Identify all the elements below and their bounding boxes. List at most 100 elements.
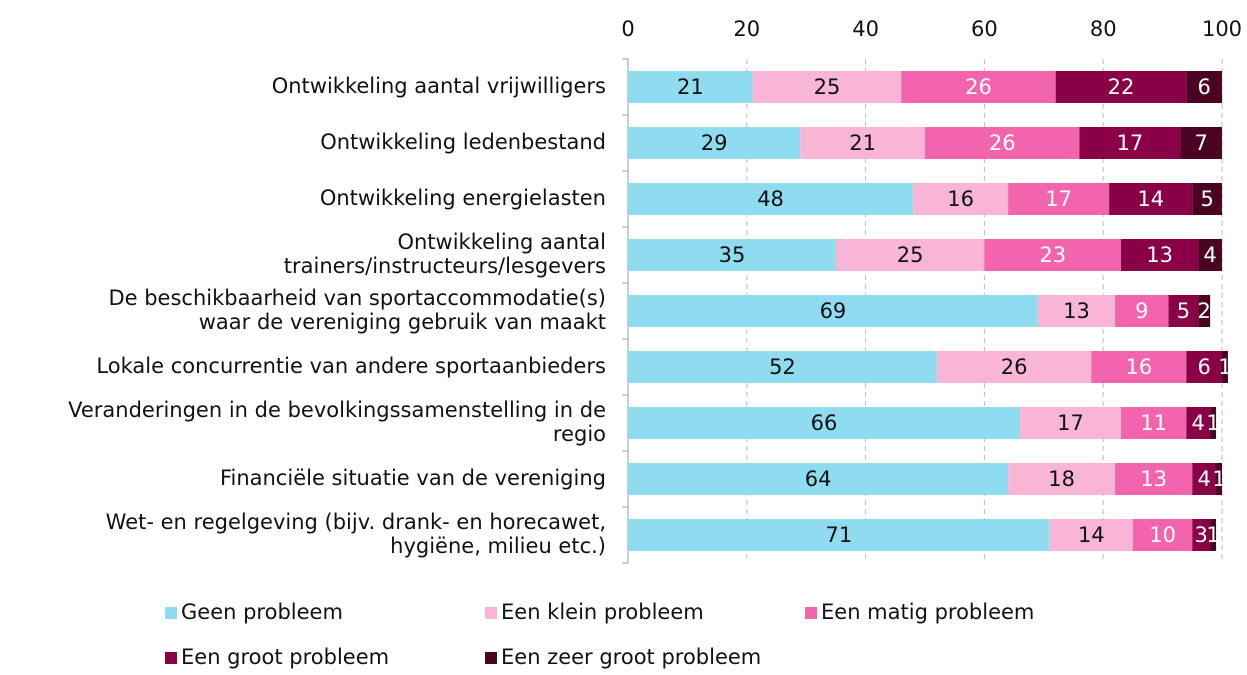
data-label: 18 — [1048, 467, 1075, 491]
data-label: 14 — [1137, 187, 1164, 211]
bar-segment — [936, 351, 1092, 383]
data-label: 16 — [1125, 355, 1152, 379]
data-label: 69 — [820, 299, 847, 323]
bar-segment — [800, 127, 925, 159]
data-label: 7 — [1195, 131, 1208, 155]
x-tick-label: 20 — [733, 17, 760, 41]
data-label: 29 — [701, 131, 728, 155]
legend-label: Een klein probleem — [501, 600, 704, 624]
y-tick-label-line: waar de vereniging gebruik van maakt — [199, 310, 606, 334]
data-label: 17 — [1057, 411, 1084, 435]
legend-swatch — [805, 607, 817, 619]
bar-segment — [1008, 463, 1116, 495]
legend-swatch — [165, 607, 177, 619]
y-tick-label: Ontwikkeling aantal vrijwilligers — [272, 74, 606, 98]
data-label: 22 — [1108, 75, 1135, 99]
bar-segment — [984, 239, 1122, 271]
x-tick-label: 80 — [1090, 17, 1117, 41]
bar-segment — [1049, 519, 1133, 551]
legend-label: Een groot probleem — [181, 645, 389, 669]
bar-segment — [1192, 183, 1222, 215]
x-tick-label: 60 — [971, 17, 998, 41]
legend-swatch — [485, 652, 497, 664]
bar-segment — [1055, 71, 1187, 103]
x-tick-label: 0 — [621, 17, 634, 41]
data-label: 5 — [1177, 299, 1190, 323]
y-tick-label: Wet- en regelgeving (bijv. drank- en hor… — [106, 510, 606, 558]
data-label: 1 — [1218, 355, 1231, 379]
y-tick-label: De beschikbaarheid van sportaccommodatie… — [108, 286, 606, 334]
data-label: 1 — [1206, 523, 1219, 547]
data-label: 64 — [805, 467, 832, 491]
bar-segment — [1121, 407, 1187, 439]
data-label: 17 — [1045, 187, 1072, 211]
bar-segment — [1192, 463, 1217, 495]
y-tick-label: Ontwikkeling ledenbestand — [320, 130, 606, 154]
data-label: 17 — [1117, 131, 1144, 155]
data-label: 25 — [897, 243, 924, 267]
y-tick-label: Lokale concurrentie van andere sportaanb… — [96, 354, 606, 378]
data-label: 21 — [849, 131, 876, 155]
y-tick-label-line: trainers/instructeurs/lesgevers — [284, 254, 606, 278]
bar-segment — [1037, 295, 1116, 327]
data-label: 3 — [1195, 523, 1208, 547]
bar-segment — [1198, 239, 1222, 271]
legend-swatch — [165, 652, 177, 664]
y-tick-label-line: Ontwikkeling aantal vrijwilligers — [272, 74, 606, 98]
data-label: 52 — [769, 355, 796, 379]
data-label: 13 — [1063, 299, 1090, 323]
y-tick-label-line: regio — [553, 422, 606, 446]
data-label: 25 — [814, 75, 841, 99]
data-label: 35 — [719, 243, 746, 267]
bar-segment — [1186, 407, 1211, 439]
bar-segment — [628, 71, 753, 103]
bar-segment — [1216, 463, 1222, 495]
data-label: 13 — [1146, 243, 1173, 267]
data-label: 4 — [1192, 411, 1205, 435]
bar-segment — [1109, 183, 1193, 215]
data-label: 9 — [1135, 299, 1148, 323]
bar-segment — [628, 407, 1021, 439]
bar-segment — [752, 71, 902, 103]
bar-segment — [1115, 295, 1169, 327]
bar-segment — [835, 239, 985, 271]
y-tick-label-line: Ontwikkeling aantal — [397, 230, 606, 254]
bar-segment — [628, 127, 801, 159]
data-label: 4 — [1197, 467, 1210, 491]
x-tick-label: 100 — [1202, 17, 1242, 41]
data-label: 6 — [1197, 75, 1210, 99]
data-label: 71 — [826, 523, 853, 547]
y-tick-label-line: Wet- en regelgeving (bijv. drank- en hor… — [106, 510, 606, 534]
x-tick-label: 40 — [852, 17, 879, 41]
bar-segment — [628, 295, 1038, 327]
bar-segment — [1168, 295, 1199, 327]
bar-segment — [1186, 71, 1222, 103]
data-label: 10 — [1149, 523, 1176, 547]
bar-segment — [628, 519, 1050, 551]
bar-segment — [628, 239, 836, 271]
y-tick-label-line: Veranderingen in de bevolkingssamenstell… — [68, 398, 606, 422]
bar-segment — [901, 71, 1056, 103]
data-label: 48 — [757, 187, 784, 211]
y-tick-label-line: Financiële situatie van de vereniging — [220, 466, 606, 490]
bar-segment — [1132, 519, 1193, 551]
bar-segment — [1008, 183, 1110, 215]
data-label: 11 — [1140, 411, 1167, 435]
bar-segment — [913, 183, 1009, 215]
data-label: 66 — [811, 411, 838, 435]
data-label: 6 — [1197, 355, 1210, 379]
data-label: 21 — [677, 75, 704, 99]
bar-segment — [925, 127, 1080, 159]
data-label: 23 — [1039, 243, 1066, 267]
legend-swatch — [485, 607, 497, 619]
legend-label: Geen probleem — [181, 600, 343, 624]
y-tick-label-line: Ontwikkeling ledenbestand — [320, 130, 606, 154]
bar-segment — [1079, 127, 1181, 159]
data-label: 26 — [1001, 355, 1028, 379]
y-tick-label: Veranderingen in de bevolkingssamenstell… — [68, 398, 606, 446]
y-tick-label: Financiële situatie van de vereniging — [220, 466, 606, 490]
bar-segment — [1186, 351, 1222, 383]
legend-label: Een matig probleem — [821, 600, 1034, 624]
bar-segment — [1121, 239, 1199, 271]
data-label: 14 — [1078, 523, 1105, 547]
